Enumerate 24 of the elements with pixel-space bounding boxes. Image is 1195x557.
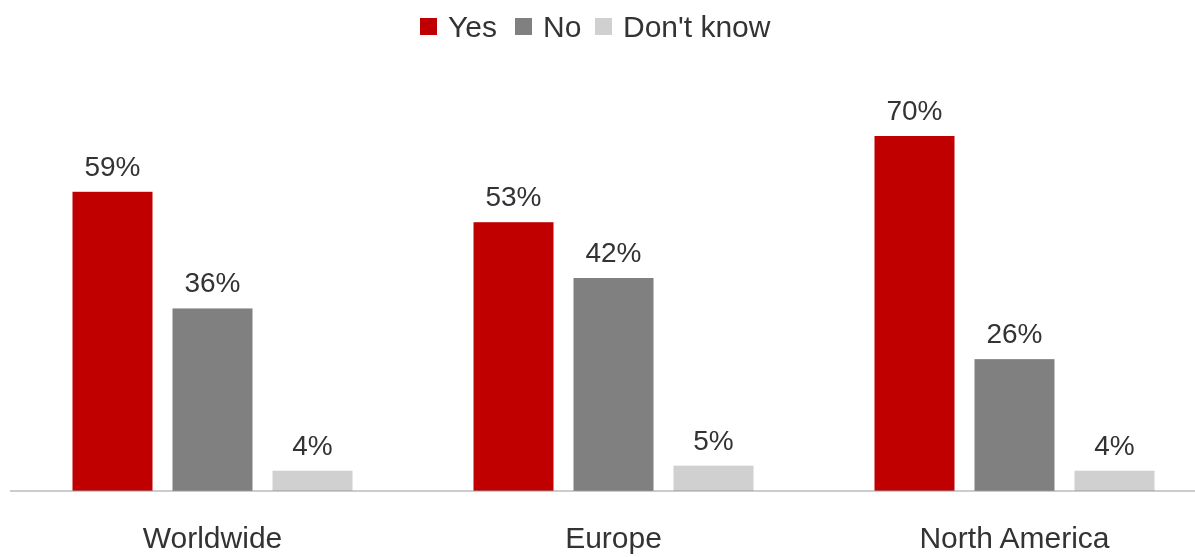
data-label: 42%: [585, 237, 642, 268]
legend-label: Don't know: [623, 10, 771, 43]
data-label: 36%: [184, 267, 241, 299]
data-label: 5%: [693, 424, 734, 456]
bar: [1074, 470, 1155, 491]
bar: [874, 136, 955, 491]
x-tick-label: Europe: [565, 521, 662, 554]
x-tick-label: North America: [919, 521, 1110, 554]
data-label: 4%: [292, 429, 333, 461]
bar: [473, 222, 554, 491]
x-tick-label: Worldwide: [142, 521, 283, 554]
legend-label: Yes: [448, 10, 497, 43]
bar: [172, 308, 253, 491]
bar: [573, 278, 654, 491]
bar: [272, 470, 353, 491]
data-label: 59%: [84, 150, 141, 182]
data-label: 4%: [1094, 429, 1135, 461]
data-label: 53%: [485, 181, 542, 213]
data-label: 70%: [886, 95, 943, 126]
bar: [673, 465, 754, 491]
legend-label: No: [543, 10, 582, 43]
bar: [72, 191, 153, 491]
bar: [974, 359, 1055, 491]
data-label: 26%: [986, 318, 1043, 350]
